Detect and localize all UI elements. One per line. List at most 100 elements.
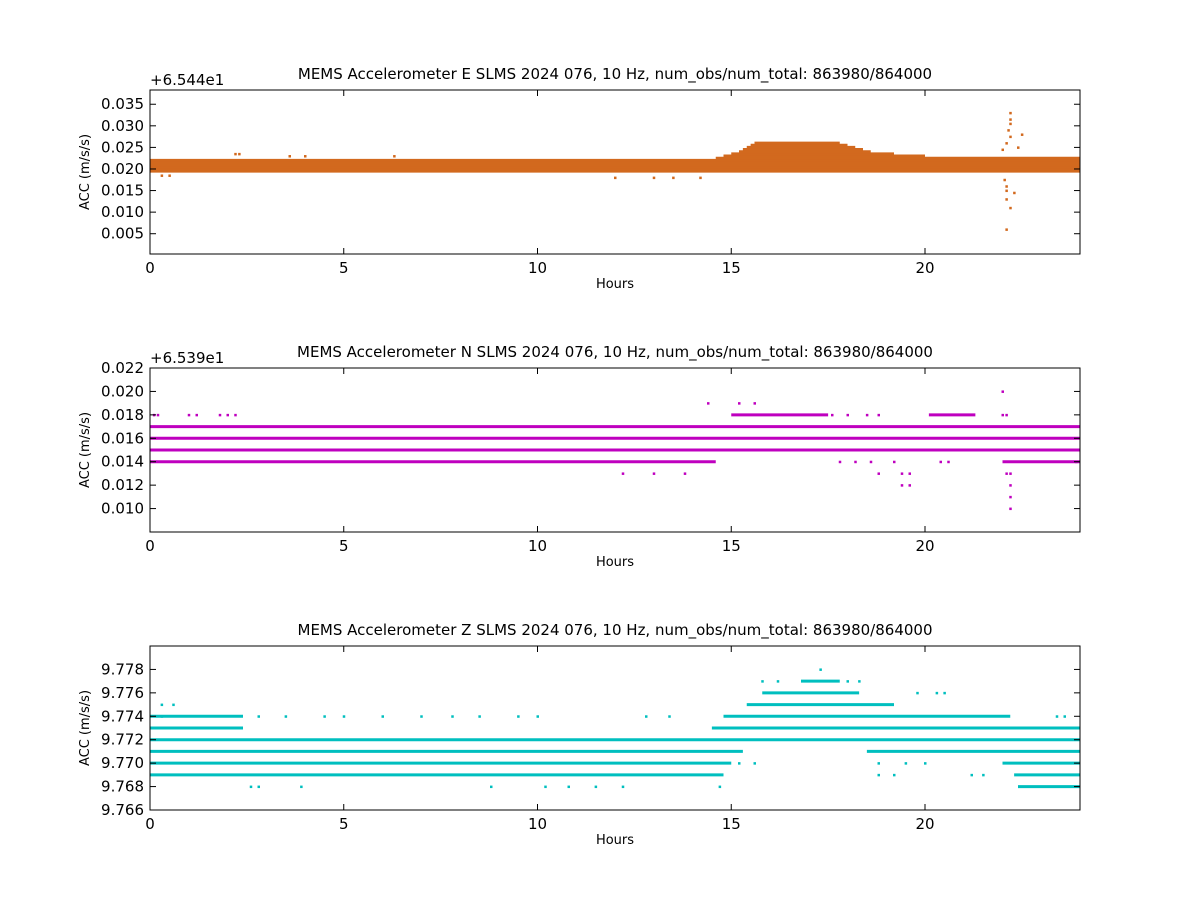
x-tick-label: 0 [145,537,155,555]
data-point [234,413,237,417]
chart-title: MEMS Accelerometer Z SLMS 2024 076, 10 H… [298,621,933,640]
data-point [939,460,942,464]
data-point [160,703,164,707]
data-point [869,460,873,464]
data-point [1001,413,1004,417]
data-point [970,773,973,777]
data-point [451,715,454,718]
data-point [1009,206,1012,210]
data-point [753,762,756,765]
data-point [300,785,303,789]
chart-n: MEMS Accelerometer N SLMS 2024 076, 10 H… [78,343,1081,570]
axis-ticks: 0 5 10 15 20 9.766 9.768 9.770 9.772 9.774 9.776 9.… [101,646,1080,833]
data-point [908,484,911,487]
data-point [544,785,547,789]
data-point [908,472,911,475]
y-tick-label: 0.025 [101,138,144,156]
data-point [645,715,648,718]
plot-area-z [150,668,1080,789]
data-point [893,773,896,777]
data-point [893,460,896,464]
data-point [168,174,171,177]
y-tick-label: 9.774 [101,707,144,725]
data-point [718,785,722,789]
y-tick-label: 0.014 [101,453,144,471]
data-point [1005,472,1008,475]
data-point [1063,715,1066,718]
y-tick-label: 9.772 [101,731,144,749]
data-point [160,715,164,718]
data-point [1009,118,1012,121]
y-tick-label: 0.022 [101,359,144,377]
data-point [1005,185,1008,188]
data-point [865,413,869,417]
y-tick-label: 0.020 [101,382,144,400]
data-point [838,460,842,464]
data-point [284,715,288,718]
series-marks [150,390,1080,511]
y-axis-label: ACC (m/s/s) [78,134,93,210]
x-tick-label: 15 [722,259,741,277]
data-point [257,785,260,789]
data-point [877,762,880,765]
data-point [699,176,702,180]
data-point [916,691,919,695]
y-offset-label: +6.539e1 [150,349,224,367]
data-point [761,680,764,683]
x-tick-label: 10 [528,815,547,833]
data-point [238,152,241,156]
y-offset-label: +6.544e1 [150,71,224,89]
chart-e: MEMS Accelerometer E SLMS 2024 076, 10 H… [78,65,1081,292]
plot-frame [149,367,1081,533]
data-point [1013,191,1016,195]
x-tick-label: 0 [145,815,155,833]
y-tick-label: 0.005 [101,225,144,243]
data-point [683,472,687,475]
y-tick-label: 0.035 [101,95,144,113]
y-tick-label: 0.010 [101,203,144,221]
data-point [1020,133,1024,136]
data-point [304,155,307,158]
data-point [924,762,927,765]
data-point [160,174,164,177]
y-tick-label: 9.768 [101,778,144,796]
data-point [1009,495,1012,499]
x-tick-label: 20 [915,815,934,833]
x-tick-label: 5 [339,815,349,833]
data-point [1005,413,1008,417]
data-point [342,715,346,718]
data-point [1009,507,1012,511]
data-point [1009,111,1012,115]
x-tick-label: 20 [915,537,934,555]
data-point [1009,472,1012,475]
plot-area-e [150,111,1080,231]
plot-frame [149,89,1081,255]
plot-frame [149,645,1081,811]
data-point [567,785,570,789]
data-point [738,402,741,405]
y-tick-label: 0.030 [101,117,144,135]
data-point [478,715,481,718]
y-axis-label: ACC (m/s/s) [78,690,93,766]
data-point [187,413,191,417]
y-tick-label: 0.010 [101,500,144,518]
y-tick-label: 0.012 [101,476,144,494]
x-tick-label: 5 [339,537,349,555]
data-point [621,472,625,475]
y-tick-label: 0.015 [101,182,144,200]
data-point [1009,484,1012,487]
data-point [846,413,849,417]
data-point [1005,189,1008,193]
data-point [1005,142,1008,145]
y-axis-label: ACC (m/s/s) [78,412,93,488]
chart-title: MEMS Accelerometer E SLMS 2024 076, 10 H… [298,65,932,84]
data-point [490,785,493,789]
data-point [877,472,880,475]
data-point [668,715,671,718]
data-point [156,413,160,417]
data-point [1007,129,1010,132]
data-point [1003,178,1006,182]
axis-ticks: 0 5 10 15 20 0.010 0.012 0.014 0.016 0.018 0.020 0.… [101,359,1080,555]
x-axis-label: Hours [596,555,634,570]
